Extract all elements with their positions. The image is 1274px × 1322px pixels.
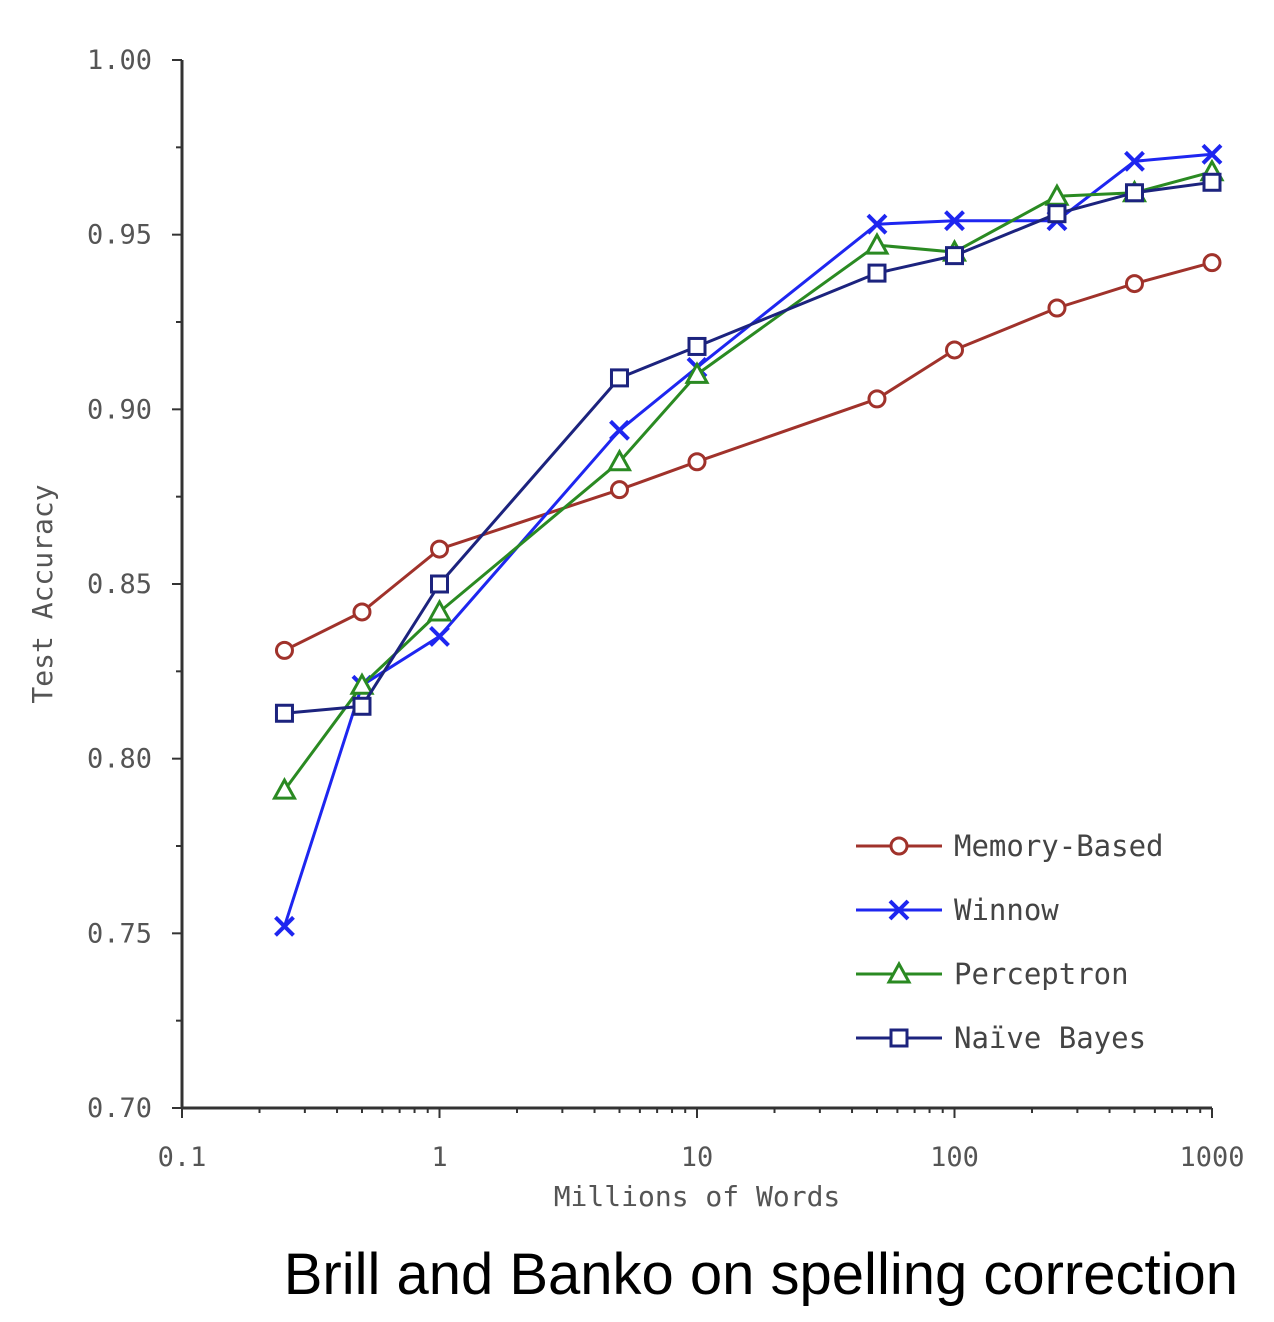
y-tick-label: 1.00 <box>87 45 152 76</box>
x-marker-stroke <box>1124 150 1145 172</box>
data-point-perceptron <box>606 448 633 472</box>
y-tick-label: 0.95 <box>87 220 152 251</box>
series-perceptron <box>271 158 1225 800</box>
legend-marker <box>889 836 909 856</box>
legend-label: Memory-Based <box>954 829 1164 863</box>
legend-item-memory-based: Memory-Based <box>856 829 1164 863</box>
series-line-memory-based <box>283 261 1213 652</box>
series-line-perceptron <box>283 170 1213 791</box>
data-point-na-ve-bayes <box>945 246 964 266</box>
data-point-memory-based <box>867 389 887 409</box>
data-point-winnow <box>274 915 295 937</box>
x-marker-stroke <box>866 213 888 235</box>
data-point-perceptron <box>349 672 375 695</box>
data-point-winnow <box>866 213 888 235</box>
data-point-memory-based <box>352 602 372 622</box>
x-marker-stroke <box>274 915 295 937</box>
legend-marker <box>888 899 910 921</box>
chart-series-layer <box>271 143 1225 937</box>
data-point-winnow <box>609 419 630 441</box>
y-tick-label: 0.90 <box>87 394 152 425</box>
y-tick-label: 0.80 <box>87 744 152 775</box>
data-point-winnow <box>1201 143 1223 165</box>
data-point-na-ve-bayes <box>867 263 887 283</box>
x-tick-label: 1 <box>431 1142 447 1173</box>
legend-marker <box>889 1028 909 1048</box>
data-point-perceptron <box>684 361 710 384</box>
x-marker-stroke <box>609 419 630 441</box>
legend-item-na-ve-bayes: Naïve Bayes <box>856 1021 1146 1055</box>
data-point-perceptron <box>271 777 298 800</box>
x-marker-stroke <box>1201 143 1223 165</box>
chart-axes: 0.70 0.75 0.80 0.85 0.90 0.95 1.00 0.1 1 10 100 100… <box>26 45 1245 1213</box>
y-axis-label: Test Accuracy <box>26 484 59 703</box>
legend-label: Perceptron <box>954 957 1129 991</box>
data-point-na-ve-bayes <box>430 574 449 594</box>
x-tick-label: 1000 <box>1179 1142 1244 1173</box>
legend-item-winnow: Winnow <box>856 893 1059 927</box>
legend-label: Naïve Bayes <box>954 1021 1146 1055</box>
data-point-perceptron <box>426 598 453 622</box>
data-point-memory-based <box>687 452 707 472</box>
x-marker-stroke <box>429 625 450 647</box>
legend-marker <box>886 960 912 984</box>
legend-item-perceptron: Perceptron <box>856 957 1129 991</box>
data-point-na-ve-bayes <box>609 368 629 388</box>
data-point-memory-based <box>945 340 964 360</box>
data-point-na-ve-bayes <box>687 336 707 356</box>
x-axis-label: Millions of Words <box>554 1180 841 1213</box>
data-point-na-ve-bayes <box>1124 183 1144 203</box>
x-tick-label: 0.1 <box>158 1142 207 1173</box>
data-point-memory-based <box>274 640 294 660</box>
series-memory-based <box>274 253 1222 660</box>
data-point-memory-based <box>1202 253 1222 273</box>
data-point-winnow <box>429 625 450 647</box>
x-marker-stroke <box>888 899 910 921</box>
y-tick-label: 0.70 <box>87 1093 152 1124</box>
data-point-na-ve-bayes <box>1047 204 1067 224</box>
x-marker-stroke <box>944 210 965 232</box>
data-point-memory-based <box>1124 274 1144 294</box>
chart-legend: Memory-Based Winnow Perceptron Naïve Bayes <box>856 829 1164 1055</box>
y-tick-label: 0.85 <box>87 569 152 600</box>
data-point-na-ve-bayes <box>274 703 294 723</box>
data-point-memory-based <box>609 480 629 500</box>
data-point-memory-based <box>430 539 449 559</box>
data-point-na-ve-bayes <box>1202 172 1222 192</box>
series-line-na-ve-bayes <box>284 180 1213 715</box>
data-point-perceptron <box>864 232 890 255</box>
series-na-ve-bayes <box>274 172 1222 723</box>
x-tick-label: 10 <box>681 1142 714 1173</box>
caption: Brill and Banko on spelling correction <box>283 1242 1238 1307</box>
chart-canvas: 0.70 0.75 0.80 0.85 0.90 0.95 1.00 0.1 1 10 100 100… <box>26 45 1245 1213</box>
data-point-memory-based <box>1047 298 1067 318</box>
y-tick-label: 0.75 <box>87 918 152 949</box>
data-point-winnow <box>944 210 965 232</box>
data-point-na-ve-bayes <box>352 696 372 716</box>
series-winnow <box>274 143 1223 937</box>
legend-label: Winnow <box>954 893 1059 927</box>
data-point-winnow <box>1124 150 1145 172</box>
series-line-winnow <box>283 152 1213 927</box>
x-tick-label: 100 <box>930 1142 979 1173</box>
